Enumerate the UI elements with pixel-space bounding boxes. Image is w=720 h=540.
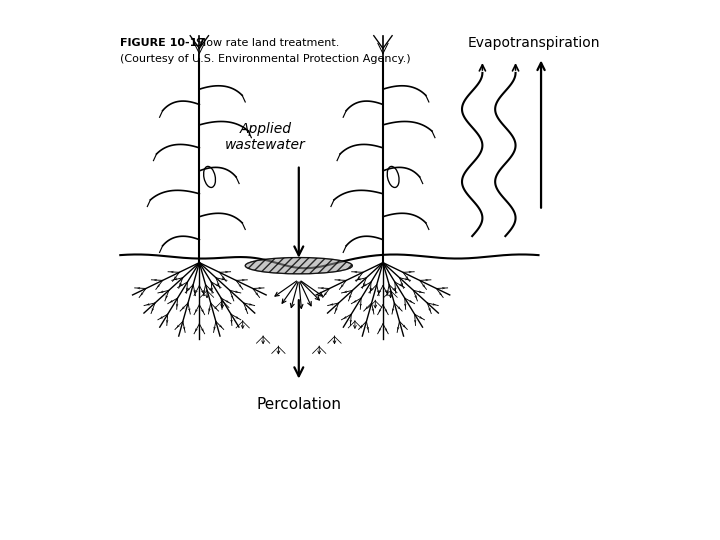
Text: Evapotranspiration: Evapotranspiration xyxy=(467,36,600,50)
Text: All Rights Reserved: All Rights Reserved xyxy=(446,521,534,529)
Text: Applied
wastewater: Applied wastewater xyxy=(225,122,306,152)
Text: Copyright © 2015 by Pearson Education, Inc.: Copyright © 2015 by Pearson Education, I… xyxy=(446,501,651,509)
Text: Jerry A. Nathanson | Richard A. Schneider: Jerry A. Nathanson | Richard A. Schneide… xyxy=(216,521,404,529)
Text: ALWAYS LEARNING: ALWAYS LEARNING xyxy=(14,504,204,522)
Text: FIGURE 10-17: FIGURE 10-17 xyxy=(120,38,205,48)
Text: PEARSON: PEARSON xyxy=(587,503,706,523)
Text: (Courtesy of U.S. Environmental Protection Agency.): (Courtesy of U.S. Environmental Protecti… xyxy=(120,53,411,64)
Text: Slow rate land treatment.: Slow rate land treatment. xyxy=(189,38,340,48)
Ellipse shape xyxy=(246,258,352,274)
Text: Basic Environmental Technology, Sixth Edition: Basic Environmental Technology, Sixth Ed… xyxy=(216,501,425,509)
Text: Percolation: Percolation xyxy=(256,397,341,411)
